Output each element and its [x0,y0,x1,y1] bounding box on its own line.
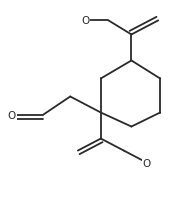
Text: O: O [8,110,16,120]
Text: O: O [81,16,90,26]
Text: O: O [143,158,151,168]
